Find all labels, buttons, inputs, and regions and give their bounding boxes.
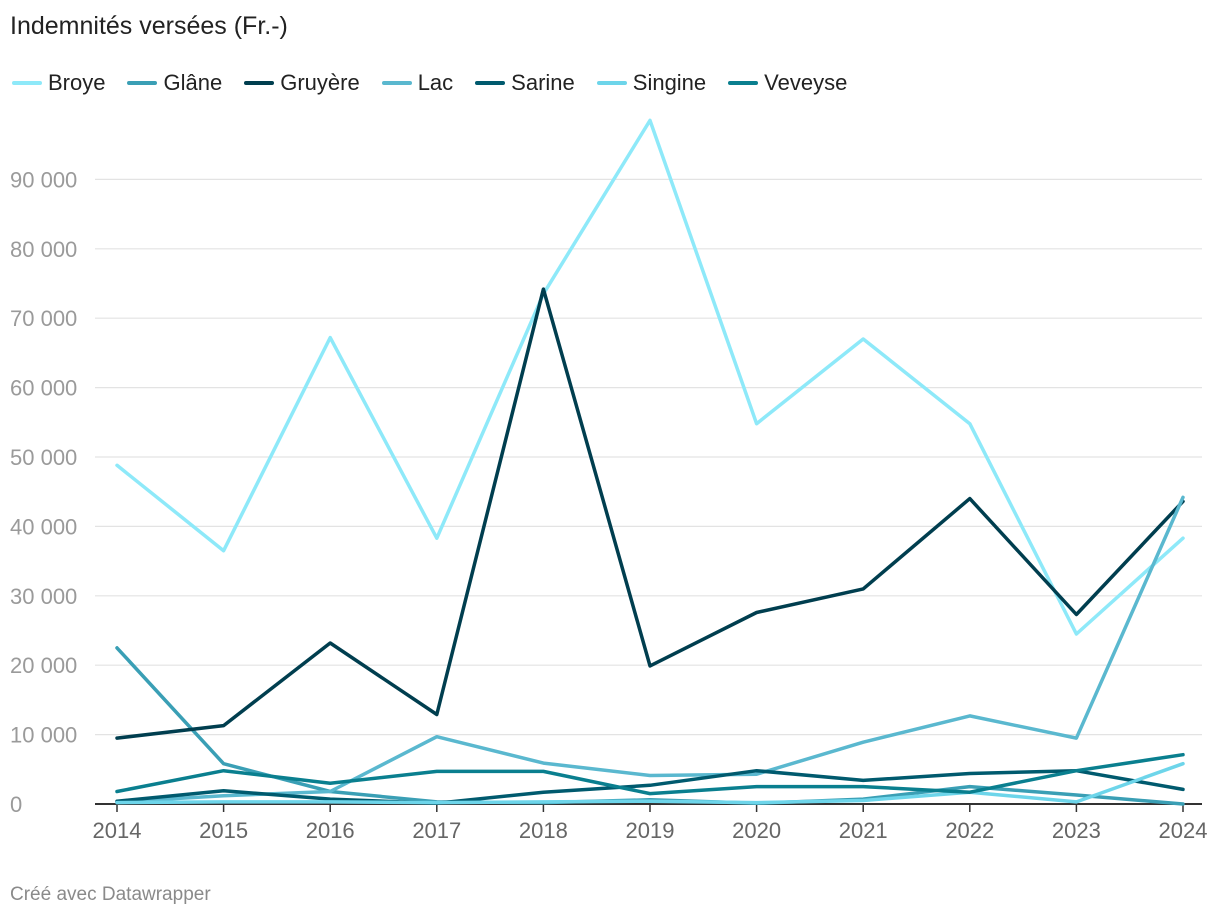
- y-tick-label: 70 000: [10, 306, 77, 331]
- legend-item-broye: Broye: [12, 70, 105, 96]
- y-tick-label: 20 000: [10, 653, 77, 678]
- legend-label: Glâne: [163, 70, 223, 95]
- series-line-broye: [115, 118, 1185, 636]
- x-tick-label: 2016: [306, 818, 355, 843]
- y-tick-label: 30 000: [10, 584, 77, 609]
- y-tick-label: 0: [10, 792, 22, 817]
- x-tick-label: 2020: [732, 818, 781, 843]
- y-tick-label: 80 000: [10, 237, 77, 262]
- series-line-gruyère: [115, 287, 1185, 740]
- y-tick-label: 10 000: [10, 723, 77, 748]
- legend-swatch: [127, 81, 158, 85]
- y-tick-label: 60 000: [10, 376, 77, 401]
- x-tick-label: 2014: [93, 818, 142, 843]
- x-tick-label: 2015: [199, 818, 248, 843]
- legend-item-veveyse: Veveyse: [728, 70, 847, 96]
- legend-item-glâne: Glâne: [127, 70, 222, 96]
- x-tick-label: 2019: [626, 818, 675, 843]
- credit-footer: Créé avec Datawrapper: [10, 884, 211, 905]
- legend-swatch: [381, 81, 412, 85]
- legend-label: Singine: [632, 70, 707, 95]
- legend-swatch: [596, 81, 627, 85]
- legend-label: Gruyère: [280, 70, 360, 95]
- x-tick-label: 2018: [519, 818, 568, 843]
- legend-item-singine: Singine: [596, 70, 707, 96]
- y-tick-label: 90 000: [10, 167, 77, 192]
- legend-swatch: [475, 81, 506, 85]
- x-tick-label: 2024: [1159, 818, 1208, 843]
- legend-swatch: [12, 81, 42, 85]
- legend-label: Sarine: [511, 70, 575, 95]
- series-line-singine: [115, 761, 1185, 805]
- y-tick-label: 50 000: [10, 445, 77, 470]
- legend-label: Lac: [417, 70, 454, 95]
- legend-label: Veveyse: [764, 70, 848, 95]
- legend: Broye Glâne Gruyère Lac Sarine Singine Veveyse: [12, 70, 869, 96]
- series-line-veveyse: [115, 752, 1185, 796]
- y-tick-label: 40 000: [10, 514, 77, 539]
- legend-item-gruyère: Gruyère: [244, 70, 360, 96]
- series-line-lac: [115, 495, 1185, 804]
- legend-item-sarine: Sarine: [475, 70, 575, 96]
- legend-swatch: [728, 81, 759, 85]
- x-tick-label: 2023: [1052, 818, 1101, 843]
- legend-item-lac: Lac: [381, 70, 454, 96]
- legend-swatch: [244, 81, 275, 85]
- x-tick-label: 2017: [412, 818, 461, 843]
- legend-label: Broye: [48, 70, 106, 95]
- series-line-sarine: [115, 768, 1185, 806]
- x-tick-label: 2021: [839, 818, 888, 843]
- chart-title: Indemnités versées (Fr.-): [10, 12, 288, 40]
- x-tick-label: 2022: [945, 818, 994, 843]
